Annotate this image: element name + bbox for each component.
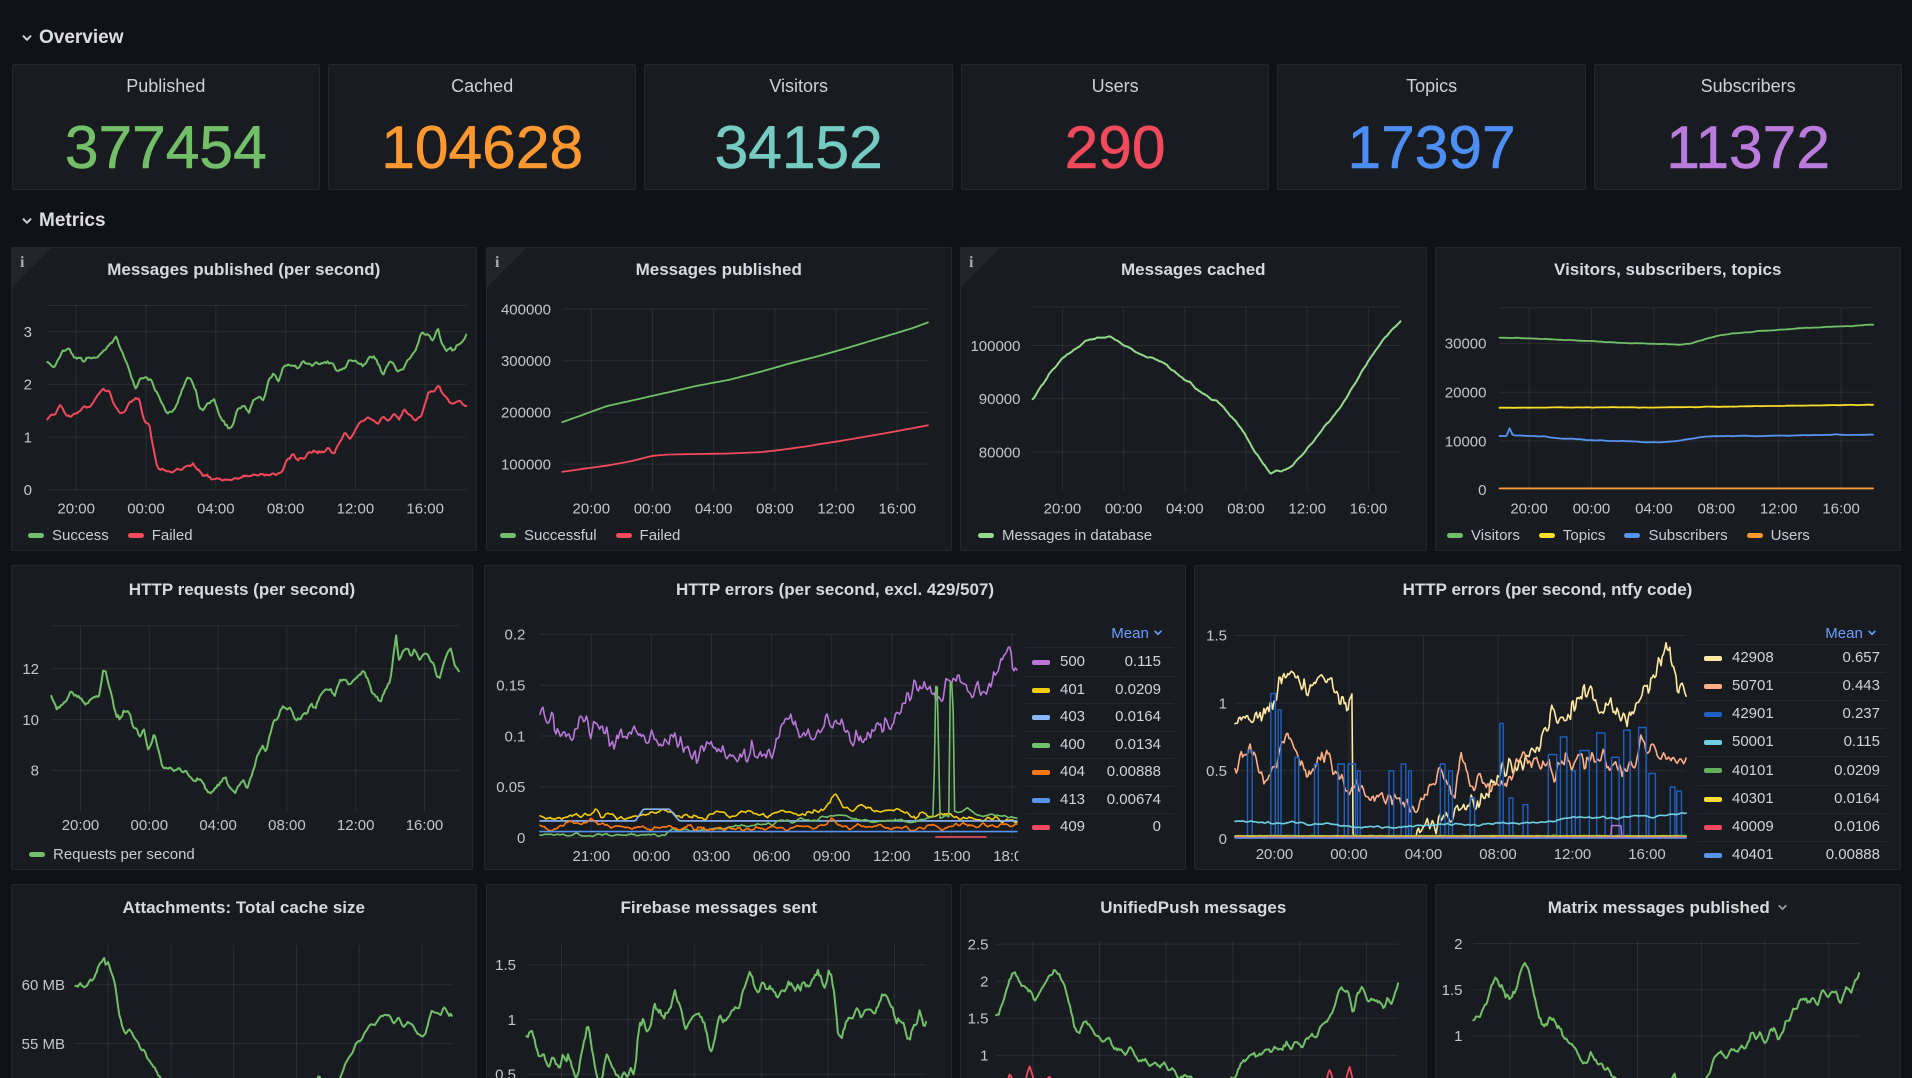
svg-text:2.5: 2.5 (968, 936, 989, 953)
svg-text:21:00: 21:00 (573, 848, 611, 865)
svg-text:1.5: 1.5 (1206, 628, 1227, 645)
svg-text:04:00: 04:00 (197, 501, 235, 518)
svg-text:i: i (969, 254, 974, 271)
svg-text:1.5: 1.5 (1441, 982, 1462, 999)
svg-text:i: i (20, 254, 25, 271)
svg-text:12:00: 12:00 (873, 848, 911, 865)
svg-text:16:00: 16:00 (406, 501, 444, 518)
svg-text:1: 1 (1454, 1028, 1462, 1045)
svg-text:300000: 300000 (500, 353, 550, 370)
svg-text:12:00: 12:00 (337, 817, 375, 834)
svg-text:12:00: 12:00 (337, 501, 375, 518)
svg-text:0.05: 0.05 (496, 779, 525, 796)
svg-text:60 MB: 60 MB (22, 977, 65, 994)
svg-text:00:00: 00:00 (633, 848, 671, 865)
svg-text:08:00: 08:00 (267, 501, 305, 518)
svg-text:0: 0 (1219, 831, 1227, 848)
svg-text:400000: 400000 (500, 301, 550, 318)
svg-text:04:00: 04:00 (1166, 501, 1204, 518)
svg-text:100000: 100000 (500, 456, 550, 473)
svg-text:00:00: 00:00 (1330, 846, 1368, 863)
svg-text:8: 8 (31, 763, 39, 780)
svg-text:0.15: 0.15 (496, 677, 525, 694)
svg-text:1: 1 (24, 429, 32, 446)
svg-text:16:00: 16:00 (1628, 846, 1666, 863)
svg-text:00:00: 00:00 (633, 501, 671, 518)
svg-text:0: 0 (517, 830, 525, 847)
svg-text:04:00: 04:00 (1405, 846, 1443, 863)
svg-text:2: 2 (24, 377, 32, 394)
svg-text:06:00: 06:00 (753, 848, 791, 865)
svg-text:2: 2 (1454, 936, 1462, 953)
svg-text:0: 0 (1478, 482, 1486, 499)
svg-text:04:00: 04:00 (694, 501, 732, 518)
svg-text:16:00: 16:00 (878, 501, 916, 518)
svg-text:55 MB: 55 MB (22, 1036, 65, 1053)
svg-text:16:00: 16:00 (1350, 501, 1388, 518)
svg-text:20:00: 20:00 (1044, 501, 1082, 518)
svg-text:i: i (495, 254, 500, 271)
svg-text:08:00: 08:00 (1697, 501, 1735, 518)
svg-text:0.1: 0.1 (505, 728, 526, 745)
svg-text:00:00: 00:00 (127, 501, 165, 518)
svg-text:100000: 100000 (970, 338, 1020, 355)
svg-text:16:00: 16:00 (1822, 501, 1860, 518)
svg-text:0.5: 0.5 (495, 1067, 516, 1078)
svg-text:0.2: 0.2 (505, 627, 526, 644)
svg-text:1: 1 (980, 1048, 988, 1065)
svg-text:30000: 30000 (1444, 336, 1486, 353)
svg-text:1: 1 (507, 1012, 515, 1029)
svg-text:10: 10 (22, 712, 39, 729)
svg-text:00:00: 00:00 (1105, 501, 1143, 518)
svg-text:08:00: 08:00 (1479, 846, 1517, 863)
svg-text:3: 3 (24, 324, 32, 341)
svg-text:08:00: 08:00 (1227, 501, 1265, 518)
svg-text:200000: 200000 (500, 405, 550, 422)
svg-text:1.5: 1.5 (968, 1011, 989, 1028)
svg-text:15:00: 15:00 (933, 848, 971, 865)
svg-text:12:00: 12:00 (1554, 846, 1592, 863)
svg-text:04:00: 04:00 (199, 817, 237, 834)
svg-text:80000: 80000 (979, 444, 1021, 461)
svg-text:20:00: 20:00 (62, 817, 100, 834)
svg-text:2: 2 (980, 973, 988, 990)
svg-text:04:00: 04:00 (1635, 501, 1673, 518)
svg-text:18:00: 18:00 (993, 848, 1031, 865)
svg-text:08:00: 08:00 (756, 501, 794, 518)
svg-text:12:00: 12:00 (1759, 501, 1797, 518)
svg-text:16:00: 16:00 (406, 817, 444, 834)
svg-text:00:00: 00:00 (131, 817, 169, 834)
svg-text:12:00: 12:00 (817, 501, 855, 518)
svg-text:12: 12 (22, 661, 39, 678)
svg-text:20:00: 20:00 (1256, 846, 1294, 863)
svg-text:20:00: 20:00 (1510, 501, 1548, 518)
svg-text:09:00: 09:00 (813, 848, 851, 865)
svg-text:03:00: 03:00 (693, 848, 731, 865)
svg-text:90000: 90000 (979, 391, 1021, 408)
svg-text:00:00: 00:00 (1572, 501, 1610, 518)
svg-text:12:00: 12:00 (1288, 501, 1326, 518)
svg-text:20000: 20000 (1444, 384, 1486, 401)
svg-text:0.5: 0.5 (1206, 763, 1227, 780)
svg-text:0: 0 (24, 482, 32, 499)
svg-text:1.5: 1.5 (495, 957, 516, 974)
svg-text:08:00: 08:00 (268, 817, 306, 834)
svg-text:20:00: 20:00 (572, 501, 610, 518)
svg-text:1: 1 (1219, 695, 1227, 712)
svg-text:10000: 10000 (1444, 433, 1486, 450)
svg-text:20:00: 20:00 (57, 501, 95, 518)
